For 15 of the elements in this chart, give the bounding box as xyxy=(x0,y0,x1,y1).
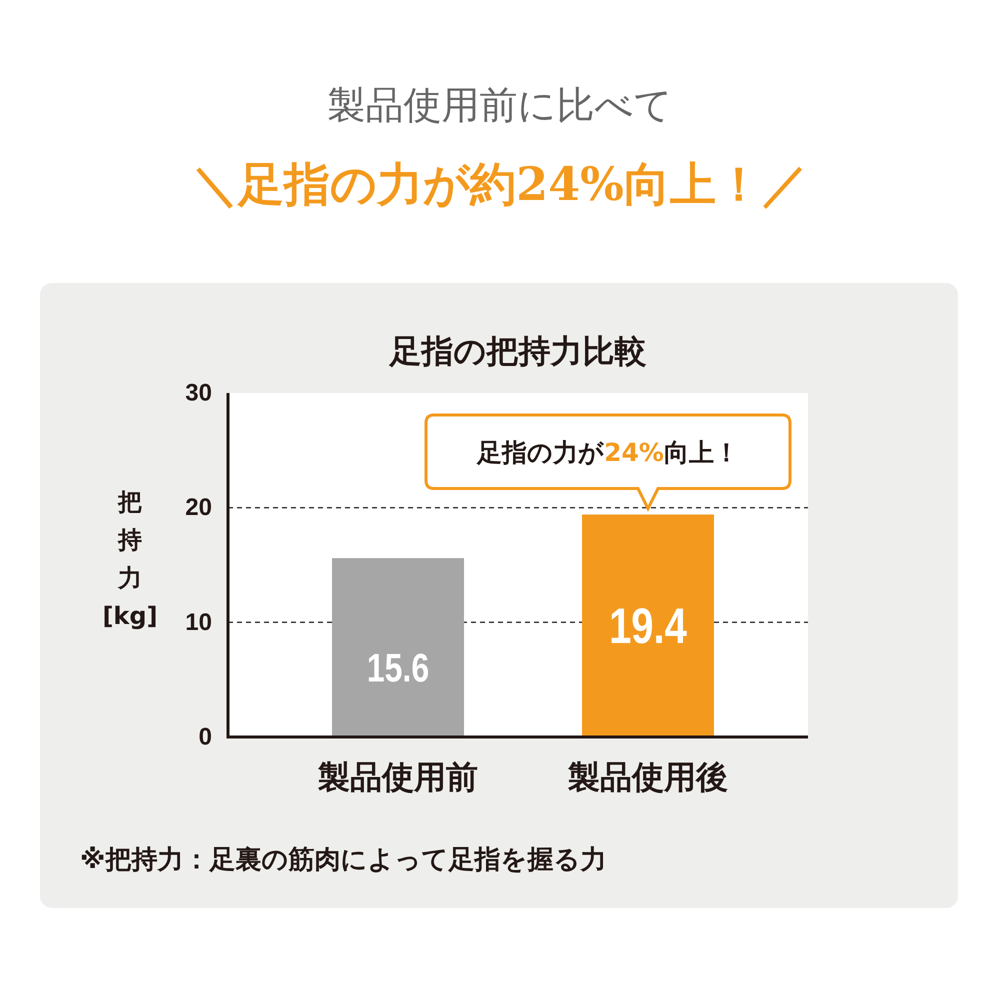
chart-subtitle: ＼足指の力が約24%向上！／ xyxy=(192,157,808,211)
x-tick-label: 製品使用後 xyxy=(567,758,728,796)
chart-title: 製品使用前に比べて xyxy=(328,83,672,127)
text: 足指の把持力比較 xyxy=(388,332,646,370)
picture-callout: 足指の力が24%向上！ xyxy=(424,414,792,510)
text: ※把持力：足裏の筋肉によって足指を握る力 xyxy=(80,845,606,875)
x-tick-label: 製品使用前 xyxy=(317,758,478,796)
data-label: 19.4 xyxy=(609,598,687,654)
y-tick-label: 30 xyxy=(185,380,212,406)
y-tick-label: 10 xyxy=(185,608,212,636)
data-label: 15.6 xyxy=(366,644,430,690)
y-tick-label: 0 xyxy=(198,724,212,750)
annotation: 足指の力が24%向上！ xyxy=(476,437,739,466)
y-tick-label: 20 xyxy=(185,494,212,522)
y-axis-title: 把持力[kg] xyxy=(102,488,158,630)
